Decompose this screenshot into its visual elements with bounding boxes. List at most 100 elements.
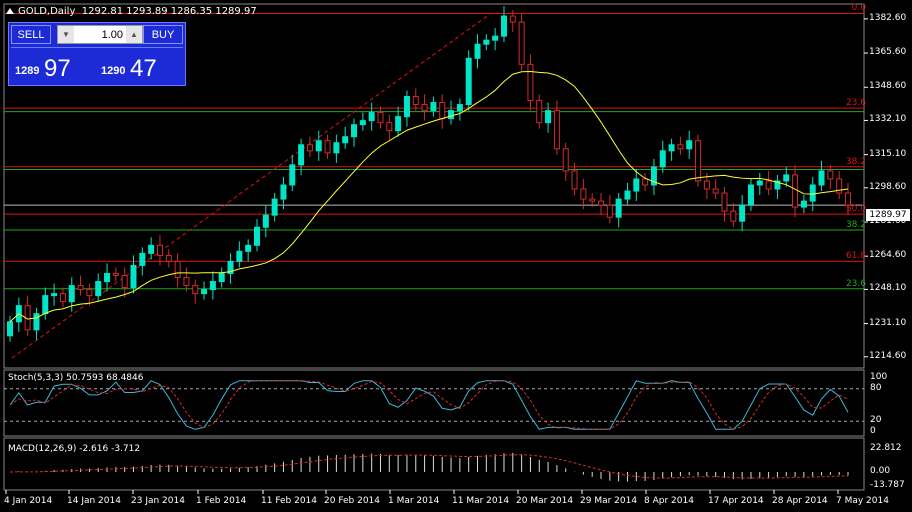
buy-quote[interactable]: 1290 47 [97,47,183,84]
date-axis-label: 20 Mar 2014 [516,496,574,506]
lot-size-input[interactable] [75,26,125,43]
candle-body [271,198,278,216]
price-axis-label: 1298.60 [869,181,907,192]
candle-body [553,110,560,150]
current-price-tag: 1289.97 [866,209,910,221]
candle-body [695,140,702,182]
candle-body [262,214,269,228]
price-axis-label: 1332.10 [869,114,907,125]
price-axis-label: 1382.60 [869,12,907,23]
candle-body [668,144,675,152]
candle-body [562,148,569,172]
fib-trend-line [11,13,491,359]
candle-body [68,285,75,303]
main-chart-frame [3,3,865,369]
candle-body [342,136,349,144]
ohlc-values: 1292.81 1293.89 1286.35 1289.97 [81,6,257,17]
price-axis-label: 1231.10 [869,317,907,328]
buy-price-prefix: 1290 [101,65,126,77]
candle-body [598,200,605,206]
collapse-triangle-icon[interactable] [6,8,14,14]
buy-price-pips: 47 [130,55,157,82]
candle-body [42,295,49,315]
stoch-axis-label: 80 [870,382,882,393]
candle-body [86,289,93,297]
candle-body [659,150,666,168]
candle-body [703,180,710,190]
candle-body [465,57,472,106]
price-axis-label: 1365.60 [869,47,907,58]
candle-body [245,244,252,252]
macd-frame [3,437,865,491]
candle-body [712,188,719,194]
lot-decrease-icon[interactable]: ▼ [58,26,74,43]
sell-quote[interactable]: 1289 97 [11,47,97,84]
candle-body [227,260,234,274]
price-axis-label: 1214.60 [869,350,907,361]
moving-average-line [9,70,849,323]
candle-body [536,100,543,124]
candle-body [545,110,552,124]
fib2-level-label: 23.6 [845,278,866,289]
candle-body [130,264,137,289]
candle-body [253,226,260,246]
candle-body [633,178,640,192]
date-axis-label: 11 Feb 2014 [261,496,318,506]
candle-body [395,116,402,132]
fib2-level-label: 38.2 [845,220,866,231]
candle-body [650,166,657,186]
candle-body [183,277,190,287]
candle-body [306,144,313,152]
lot-increase-icon[interactable]: ▲ [126,26,142,43]
candle-body [527,63,534,102]
candle-body [756,180,763,186]
macd-axis-label: 0.00 [870,466,891,476]
candle-body [377,112,384,124]
candle-body [474,43,481,59]
macd-label: MACD(12,26,9) -2.616 -3.712 [8,444,141,454]
macd-signal-line [9,454,849,479]
candle-body [518,21,525,65]
price-axis-label: 1281.60 [869,216,907,226]
date-axis-label: 1 Mar 2014 [388,496,440,506]
date-axis-label: 7 May 2014 [836,496,889,506]
candle-body [492,35,499,41]
candle-body [51,293,58,297]
candle-body [747,184,754,206]
chart-header: GOLD,Daily 1292.81 1293.89 1286.35 1289.… [6,6,257,17]
candle-body [439,102,446,120]
candle-body [95,281,102,297]
sell-price-prefix: 1289 [15,65,40,77]
sell-button[interactable]: SELL [11,25,51,44]
candle-body [412,96,419,106]
candle-body [509,15,516,23]
date-axis-label: 4 Jan 2014 [4,496,53,506]
candle-body [7,321,13,337]
candle-body [845,192,851,206]
fib-level-label: 23.6 [845,98,866,109]
date-axis-label: 8 Apr 2014 [644,496,694,506]
candle-body [800,200,807,208]
fib-level-label: 38.2 [845,156,866,167]
candle-body [59,293,66,303]
stoch-frame [3,369,865,437]
candle-body [677,144,684,150]
buy-button[interactable]: BUY [143,25,183,44]
macd-axis-label: -13.787 [870,479,905,490]
candle-body [448,110,455,120]
candle-body [121,274,128,289]
symbol-label: GOLD,Daily [18,6,76,17]
candle-body [148,244,155,254]
candle-body [174,260,181,279]
macd-axis-label: 22.812 [870,443,902,454]
date-axis-label: 14 Jan 2014 [67,496,121,506]
candle-body [642,178,649,186]
date-axis-label: 28 Apr 2014 [772,496,828,506]
fib-level-label: 50.0 [845,204,866,215]
candle-body [836,178,843,194]
candle-body [818,170,825,186]
candle-body [112,272,119,276]
candle-body [421,104,428,112]
sell-price-pips: 97 [44,55,71,82]
candle-body [104,272,111,283]
